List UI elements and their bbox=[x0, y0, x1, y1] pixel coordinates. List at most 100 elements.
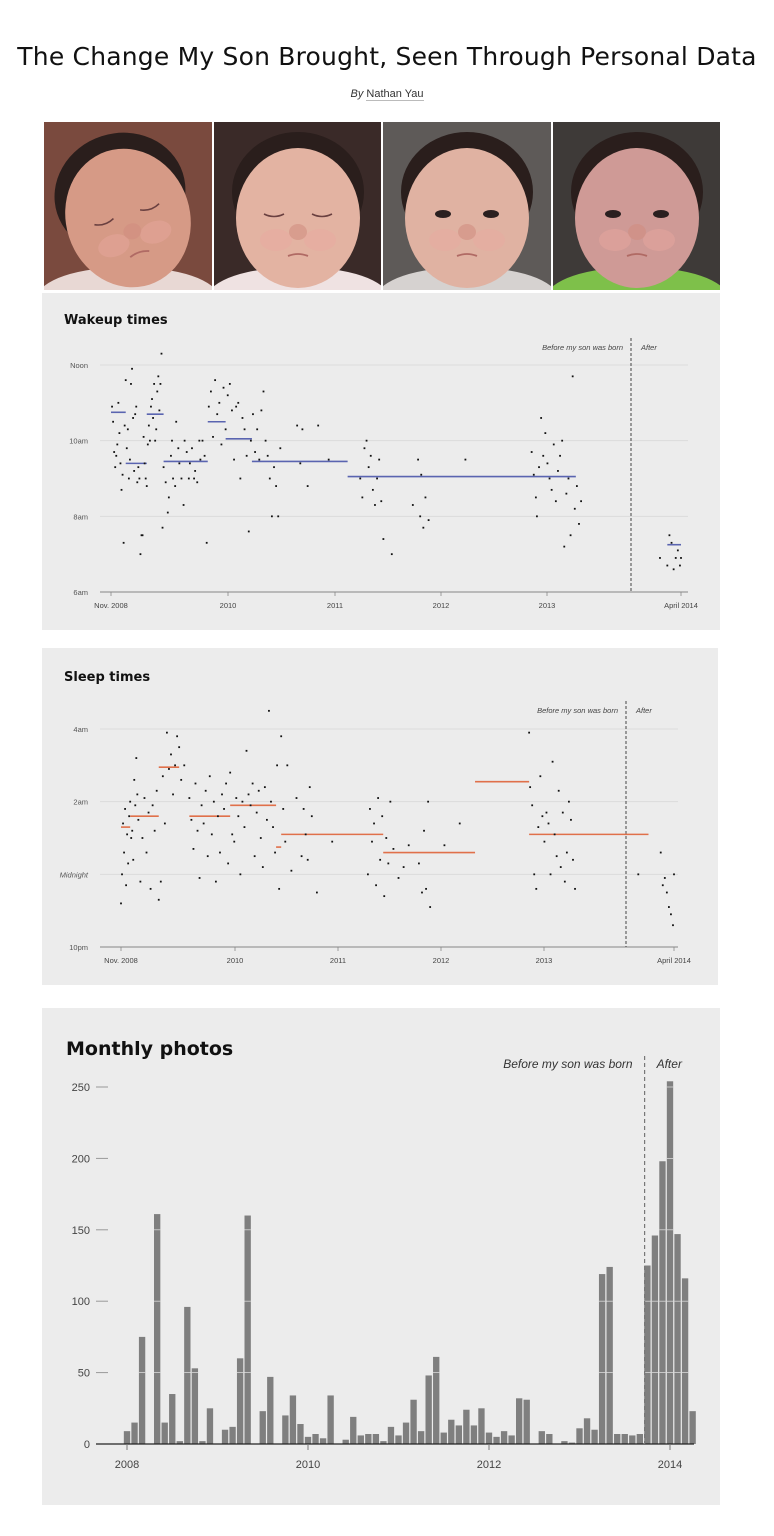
bar-2013-11 bbox=[651, 1235, 659, 1444]
bar-2012-08 bbox=[538, 1431, 545, 1444]
bar-2011-02 bbox=[402, 1422, 410, 1444]
bar-2010-04 bbox=[327, 1395, 334, 1444]
svg-text:10am: 10am bbox=[69, 437, 88, 446]
bar-2011-03 bbox=[410, 1399, 417, 1444]
bar-2008-11 bbox=[199, 1441, 206, 1444]
sleep-scatter-plot: 10pm Midnight 2am 4am Nov. 2008 2010 2011 2012 2… bbox=[60, 701, 691, 965]
svg-text:50: 50 bbox=[78, 1368, 90, 1380]
bar-2010-07 bbox=[350, 1416, 357, 1444]
bar-2009-08 bbox=[267, 1376, 274, 1444]
bar-2011-12 bbox=[478, 1408, 485, 1444]
photos-chart-panel: Monthly photos 0 50 100 150 200 250 2008 2010 20… bbox=[42, 1008, 720, 1505]
bar-2008-03 bbox=[138, 1336, 146, 1444]
svg-text:2013: 2013 bbox=[539, 601, 556, 610]
bar-2009-05 bbox=[244, 1215, 251, 1444]
byline: By Nathan Yau bbox=[0, 88, 774, 101]
bar-2009-11 bbox=[289, 1395, 297, 1444]
svg-text:200: 200 bbox=[72, 1153, 90, 1165]
bar-2010-12 bbox=[387, 1426, 395, 1444]
sleep-chart-title: Sleep times bbox=[64, 670, 151, 685]
bar-2011-05 bbox=[425, 1375, 432, 1444]
bar-2008-10 bbox=[191, 1368, 199, 1444]
svg-text:2011: 2011 bbox=[327, 601, 343, 610]
bar-2011-01 bbox=[395, 1435, 402, 1444]
bar-2011-04 bbox=[417, 1431, 425, 1444]
bar-2013-06 bbox=[614, 1434, 621, 1444]
baby-photo-2 bbox=[213, 122, 381, 290]
bar-2009-07 bbox=[259, 1411, 266, 1444]
svg-text:2011: 2011 bbox=[330, 956, 346, 965]
bar-2011-07 bbox=[440, 1432, 447, 1444]
bar-2012-06 bbox=[523, 1399, 530, 1444]
svg-text:Before my son was born: Before my son was born bbox=[537, 706, 618, 715]
byline-prefix: By bbox=[350, 88, 364, 100]
bar-2013-10 bbox=[644, 1265, 651, 1444]
svg-text:April 2014: April 2014 bbox=[664, 601, 698, 610]
wakeup-scatter-plot: 6am 8am 10am Noon Nov. 2008 2010 2011 2012 2013 A… bbox=[69, 338, 698, 610]
bar-2013-08 bbox=[629, 1435, 636, 1444]
bar-2008-09 bbox=[184, 1306, 191, 1444]
svg-text:2012: 2012 bbox=[433, 601, 450, 610]
photo-strip bbox=[44, 122, 720, 290]
bar-2008-07 bbox=[169, 1394, 176, 1444]
bar-2008-08 bbox=[176, 1441, 183, 1444]
svg-text:Noon: Noon bbox=[70, 361, 88, 370]
svg-text:150: 150 bbox=[72, 1225, 90, 1237]
bar-2009-03 bbox=[229, 1426, 236, 1444]
svg-text:Before my son was born: Before my son was born bbox=[542, 343, 623, 352]
bar-2012-04 bbox=[508, 1435, 515, 1444]
bar-2013-03 bbox=[591, 1429, 598, 1444]
page-title: The Change My Son Brought, Seen Through … bbox=[17, 42, 757, 71]
bar-2010-08 bbox=[357, 1435, 364, 1444]
svg-text:0: 0 bbox=[84, 1439, 90, 1451]
svg-text:April 2014: April 2014 bbox=[657, 956, 691, 965]
baby-photo-1 bbox=[44, 122, 212, 290]
bar-2014-01 bbox=[666, 1081, 674, 1444]
svg-text:After: After bbox=[635, 706, 652, 715]
author-link[interactable]: Nathan Yau bbox=[366, 88, 424, 101]
wakeup-chart-title: Wakeup times bbox=[64, 313, 168, 328]
svg-text:After: After bbox=[656, 1057, 683, 1071]
bar-2010-02 bbox=[312, 1434, 319, 1444]
bar-2009-12 bbox=[297, 1424, 304, 1444]
sleep-chart-panel: Sleep times 10pm Midnight 2am 4am Nov. 2008 2… bbox=[42, 648, 718, 985]
bar-2012-09 bbox=[546, 1434, 553, 1444]
svg-text:100: 100 bbox=[72, 1296, 90, 1308]
baby-photo-3 bbox=[383, 122, 551, 290]
bar-2008-01 bbox=[123, 1431, 131, 1444]
bar-2011-06 bbox=[433, 1356, 440, 1444]
bar-2010-11 bbox=[380, 1441, 387, 1444]
svg-text:Midnight: Midnight bbox=[60, 870, 89, 879]
baby-photo-4 bbox=[552, 122, 720, 290]
svg-text:2010: 2010 bbox=[220, 601, 237, 610]
bar-2012-03 bbox=[500, 1431, 508, 1444]
bar-2008-02 bbox=[131, 1422, 138, 1444]
bar-2011-11 bbox=[470, 1425, 478, 1444]
svg-text:4am: 4am bbox=[73, 725, 88, 734]
bar-2010-03 bbox=[319, 1438, 327, 1444]
svg-text:After: After bbox=[640, 343, 657, 352]
bar-2011-08 bbox=[448, 1419, 455, 1444]
svg-text:250: 250 bbox=[72, 1082, 90, 1094]
svg-text:10pm: 10pm bbox=[69, 943, 88, 952]
svg-text:2010: 2010 bbox=[296, 1459, 320, 1471]
bar-2009-02 bbox=[221, 1429, 229, 1444]
bar-2013-02 bbox=[583, 1418, 591, 1444]
bar-2008-06 bbox=[161, 1422, 168, 1444]
svg-text:Before my son was born: Before my son was born bbox=[503, 1057, 633, 1071]
bar-2011-09 bbox=[455, 1425, 463, 1444]
bar-2010-06 bbox=[342, 1439, 349, 1444]
bar-2013-09 bbox=[636, 1434, 644, 1444]
bar-2012-01 bbox=[485, 1432, 493, 1444]
bar-2011-10 bbox=[463, 1409, 470, 1444]
bar-2013-01 bbox=[576, 1428, 583, 1444]
bar-2014-03 bbox=[681, 1278, 689, 1444]
svg-text:Nov. 2008: Nov. 2008 bbox=[104, 956, 138, 965]
bar-2009-10 bbox=[282, 1415, 289, 1444]
svg-text:Nov. 2008: Nov. 2008 bbox=[94, 601, 128, 610]
wakeup-chart-panel: Wakeup times 6am 8am 10am Noon Nov. 2008 2010… bbox=[42, 293, 720, 630]
svg-text:2014: 2014 bbox=[658, 1459, 682, 1471]
svg-text:2am: 2am bbox=[73, 798, 88, 807]
bar-2010-10 bbox=[372, 1434, 380, 1444]
bar-2014-04 bbox=[689, 1411, 696, 1444]
